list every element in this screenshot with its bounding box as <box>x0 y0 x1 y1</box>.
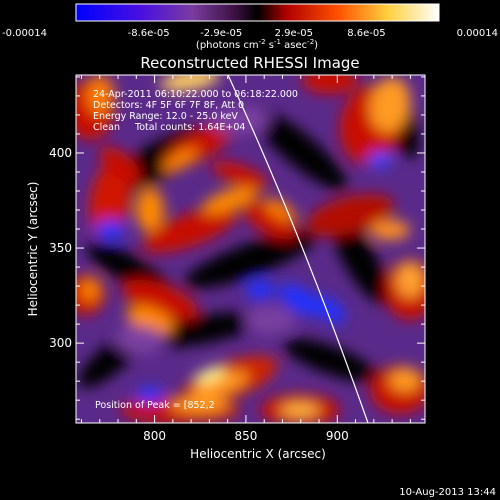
heatmap-image <box>76 75 425 423</box>
colorbar-tick-label: 2.9e-05 <box>275 28 313 39</box>
y-axis-label: Heliocentric Y (arcsec) <box>26 182 40 317</box>
y-tick-label: 300 <box>49 336 72 350</box>
axes <box>76 75 425 423</box>
x-axis-label: Heliocentric X (arcsec) <box>190 447 326 461</box>
colorbar-tick-label: -2.9e-05 <box>200 28 242 39</box>
solar-limb-line <box>227 75 369 423</box>
colorbar-tick-label: 0.00014 <box>457 28 498 39</box>
info-detectors: Detectors: 4F 5F 6F 7F 8F, Att 0 <box>93 100 244 111</box>
peak-position-label: Position of Peak = [852,2 <box>95 400 215 411</box>
info-counts: Clean Total counts: 1.64E+04 <box>93 122 245 133</box>
info-time-range: 24-Apr-2011 06:10:22.000 to 06:18:22.000 <box>93 89 298 100</box>
y-tick-label: 400 <box>49 146 72 160</box>
x-tick-label: 850 <box>234 429 257 443</box>
plot-title: Reconstructed RHESSI Image <box>140 54 359 72</box>
colorbar-tick-label: 8.6e-05 <box>347 28 385 39</box>
y-tick-label: 350 <box>49 241 72 255</box>
timestamp: 10-Aug-2013 13:44 <box>399 487 496 498</box>
colorbar-tick-label: -8.6e-05 <box>128 28 170 39</box>
colorbar-unit-label: (photons cm-2 s-1 asec-2) <box>196 38 318 51</box>
plot-frame <box>75 74 426 424</box>
x-tick-label: 800 <box>143 429 166 443</box>
colorbar <box>75 3 440 22</box>
colorbar-tick-label: -0.00014 <box>2 28 47 39</box>
colorbar-tick-labels: -0.00014 -8.6e-05 -2.9e-05 2.9e-05 8.6e-05 0.… <box>2 28 498 39</box>
info-block: 24-Apr-2011 06:10:22.000 to 06:18:22.000… <box>93 89 298 133</box>
info-energy-range: Energy Range: 12.0 - 25.0 keV <box>93 111 238 122</box>
x-tick-label: 900 <box>326 429 349 443</box>
